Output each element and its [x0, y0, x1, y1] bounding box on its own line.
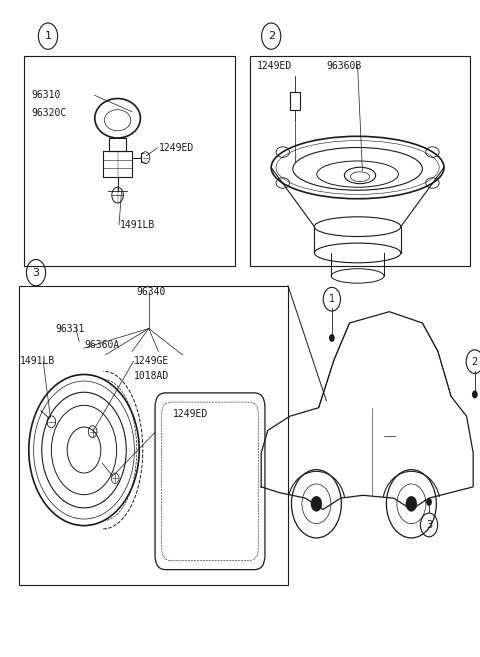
- Text: 1491LB: 1491LB: [120, 219, 155, 230]
- Text: 96360B: 96360B: [326, 60, 361, 71]
- Text: 1249ED: 1249ED: [158, 143, 193, 153]
- Text: 2: 2: [472, 357, 478, 367]
- Bar: [290, 92, 300, 110]
- Text: 1249ED: 1249ED: [173, 409, 208, 419]
- Circle shape: [472, 390, 478, 398]
- Circle shape: [426, 498, 432, 506]
- Text: 96310: 96310: [31, 90, 60, 101]
- Text: 1018AD: 1018AD: [133, 371, 168, 381]
- FancyBboxPatch shape: [155, 393, 265, 570]
- Text: 3: 3: [33, 267, 39, 278]
- Text: 3: 3: [426, 520, 432, 530]
- Text: 96331: 96331: [55, 323, 84, 334]
- Text: 2: 2: [268, 31, 275, 41]
- Text: 1249ED: 1249ED: [257, 60, 292, 71]
- FancyBboxPatch shape: [162, 402, 258, 560]
- Circle shape: [329, 334, 335, 342]
- Text: 96320C: 96320C: [31, 108, 66, 118]
- Bar: [24, 56, 235, 266]
- Circle shape: [406, 496, 417, 511]
- Text: 96340: 96340: [137, 287, 166, 298]
- Text: 1: 1: [45, 31, 51, 41]
- Circle shape: [311, 496, 322, 511]
- Bar: [19, 286, 288, 585]
- Bar: [250, 56, 470, 266]
- Text: 1249GE: 1249GE: [133, 356, 168, 367]
- Text: 1: 1: [329, 294, 335, 304]
- Text: 1491LB: 1491LB: [20, 356, 55, 367]
- Text: 96360A: 96360A: [84, 340, 119, 350]
